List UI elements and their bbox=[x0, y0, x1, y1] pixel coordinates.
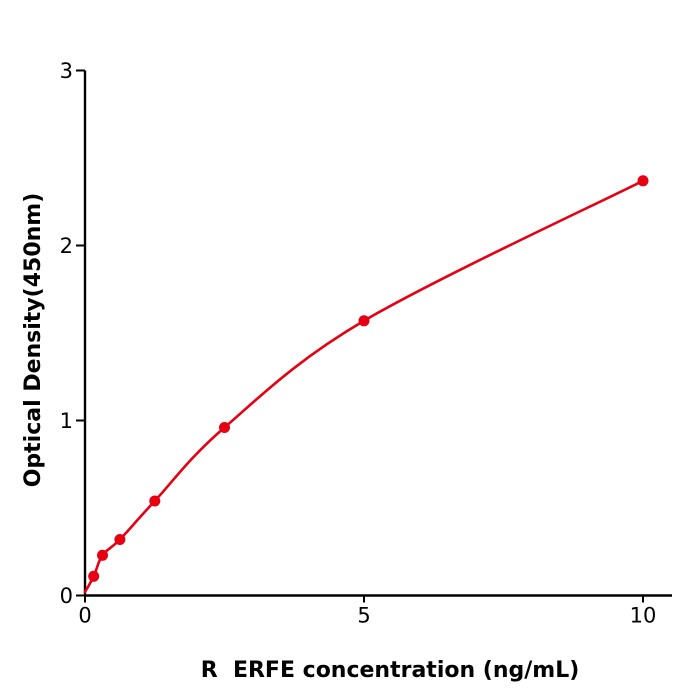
data-point-marker bbox=[219, 422, 230, 433]
fit-curve-line bbox=[83, 179, 645, 594]
y-tick-label: 1 bbox=[60, 409, 73, 433]
data-point-marker bbox=[114, 534, 126, 545]
x-tick-label: 5 bbox=[357, 604, 370, 628]
y-axis-title: Optical Density(450nm) bbox=[21, 193, 46, 488]
y-tick-label: 3 bbox=[60, 59, 73, 83]
data-point-marker bbox=[88, 570, 100, 582]
data-point-marker bbox=[97, 549, 108, 561]
axis-lines bbox=[83, 70, 672, 597]
y-tick-label: 0 bbox=[60, 584, 73, 608]
y-tick-label: 2 bbox=[60, 234, 73, 258]
data-point-marker bbox=[149, 495, 161, 507]
x-tick-label: 0 bbox=[78, 604, 91, 628]
x-tick-label: 10 bbox=[630, 604, 657, 628]
plot-area: 0 1 2 3 0 5 10 bbox=[60, 59, 672, 628]
data-point-marker bbox=[637, 175, 649, 187]
data-point-marker bbox=[358, 315, 370, 327]
x-axis-title: R ERFE concentration (ng/mL) bbox=[201, 658, 580, 683]
